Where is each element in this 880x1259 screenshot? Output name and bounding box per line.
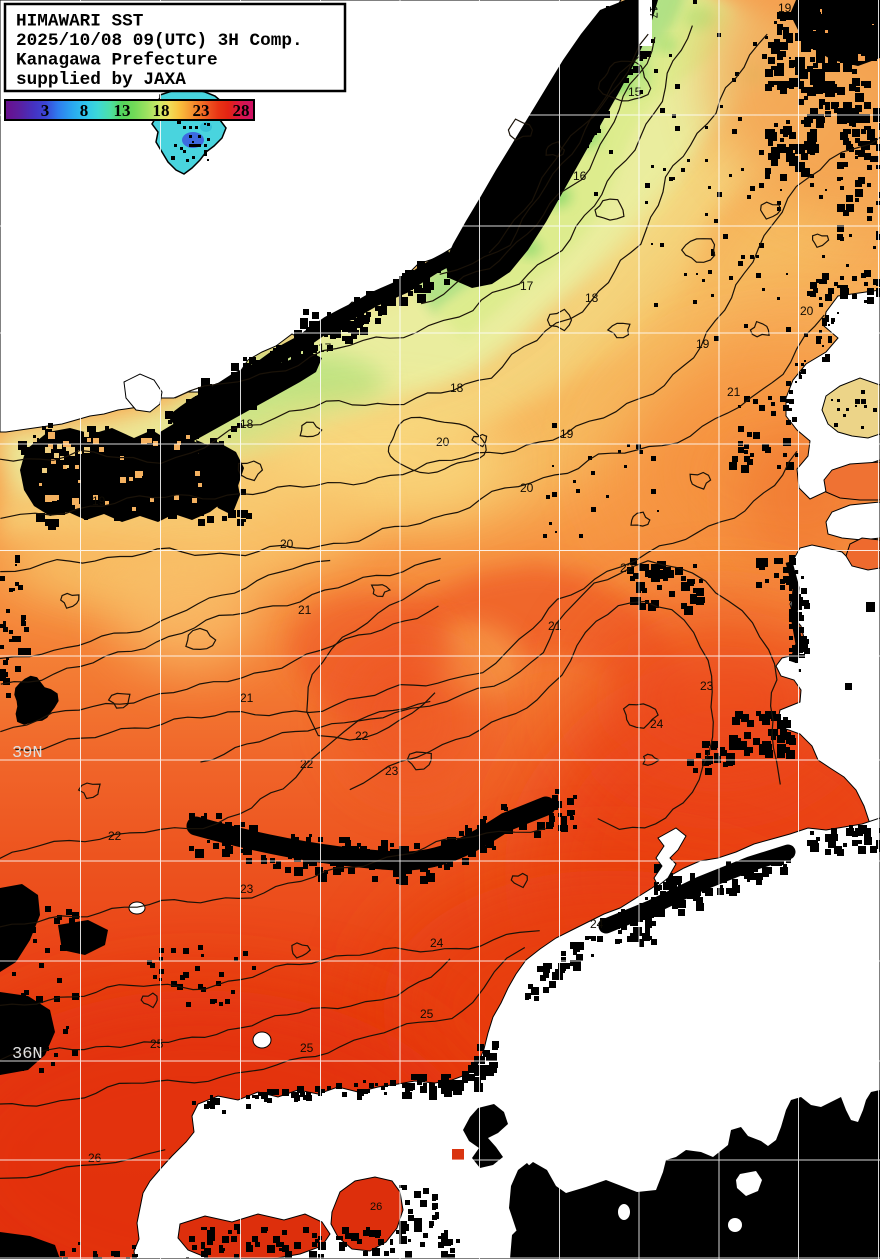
svg-text:17: 17 bbox=[318, 341, 332, 355]
svg-text:21: 21 bbox=[727, 385, 741, 399]
svg-text:15: 15 bbox=[628, 85, 642, 99]
svg-text:18: 18 bbox=[240, 417, 254, 431]
svg-text:19: 19 bbox=[696, 337, 710, 351]
svg-text:24: 24 bbox=[590, 917, 604, 931]
svg-text:39N: 39N bbox=[12, 744, 43, 763]
svg-text:HIMAWARI SST: HIMAWARI SST bbox=[16, 12, 144, 32]
svg-text:3: 3 bbox=[41, 101, 50, 120]
svg-text:25: 25 bbox=[420, 1007, 434, 1021]
svg-text:21: 21 bbox=[298, 603, 312, 617]
svg-text:19: 19 bbox=[92, 494, 106, 508]
svg-text:18: 18 bbox=[450, 381, 464, 395]
svg-text:24: 24 bbox=[650, 717, 664, 731]
svg-text:19: 19 bbox=[778, 1, 792, 15]
svg-text:25: 25 bbox=[150, 1037, 164, 1051]
svg-text:20: 20 bbox=[436, 435, 450, 449]
svg-text:13: 13 bbox=[114, 101, 131, 120]
svg-text:25: 25 bbox=[300, 1041, 314, 1055]
svg-text:16: 16 bbox=[573, 169, 587, 183]
svg-text:supplied by JAXA: supplied by JAXA bbox=[16, 70, 186, 90]
svg-text:28: 28 bbox=[233, 101, 250, 120]
svg-text:20: 20 bbox=[800, 304, 814, 318]
svg-text:26: 26 bbox=[370, 1201, 382, 1213]
svg-text:23: 23 bbox=[385, 764, 399, 778]
svg-text:22: 22 bbox=[620, 561, 634, 575]
svg-text:18: 18 bbox=[153, 101, 170, 120]
svg-text:22: 22 bbox=[355, 729, 369, 743]
svg-text:17: 17 bbox=[647, 6, 659, 18]
svg-text:Kanagawa Prefecture: Kanagawa Prefecture bbox=[16, 51, 218, 71]
svg-text:23: 23 bbox=[240, 882, 254, 896]
svg-text:36N: 36N bbox=[12, 1045, 43, 1064]
svg-text:20: 20 bbox=[520, 481, 534, 495]
svg-text:22: 22 bbox=[300, 757, 314, 771]
svg-text:18: 18 bbox=[585, 291, 599, 305]
svg-text:19: 19 bbox=[560, 427, 574, 441]
svg-text:24: 24 bbox=[430, 936, 444, 950]
svg-text:23: 23 bbox=[700, 679, 714, 693]
svg-text:21: 21 bbox=[240, 691, 254, 705]
svg-text:17: 17 bbox=[520, 279, 534, 293]
svg-text:23: 23 bbox=[193, 101, 210, 120]
svg-text:20: 20 bbox=[280, 537, 294, 551]
svg-text:26: 26 bbox=[88, 1151, 102, 1165]
svg-text:21: 21 bbox=[548, 619, 562, 633]
svg-text:22: 22 bbox=[108, 829, 122, 843]
svg-text:8: 8 bbox=[80, 101, 89, 120]
svg-text:2025/10/08 09(UTC) 3H Comp.: 2025/10/08 09(UTC) 3H Comp. bbox=[16, 31, 303, 51]
